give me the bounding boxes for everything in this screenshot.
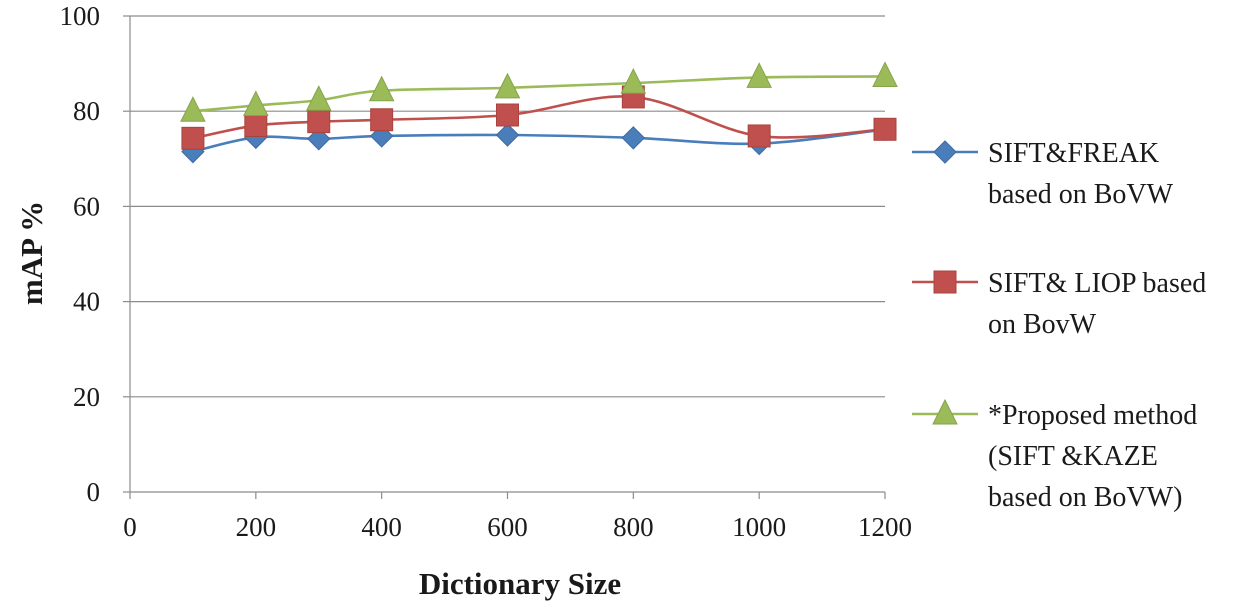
- data-point-triangle: [180, 96, 206, 122]
- data-point-square: [244, 113, 268, 137]
- data-point-square: [873, 117, 897, 141]
- y-tick-label: 80: [73, 96, 100, 126]
- y-tick-label: 40: [73, 287, 100, 317]
- x-tick-label: 0: [123, 512, 137, 542]
- series-layer: [180, 61, 898, 164]
- x-tick-label: 400: [361, 512, 402, 542]
- legend-marker-square: [933, 270, 957, 294]
- y-tick-label: 0: [87, 477, 101, 507]
- y-tick-label: 100: [60, 1, 101, 31]
- data-point-triangle: [305, 85, 332, 111]
- x-tick-label: 200: [236, 512, 277, 542]
- data-point-diamond: [495, 123, 520, 147]
- y-axis-title: mAP %: [14, 201, 49, 305]
- data-point-square: [181, 126, 205, 150]
- legend-label: based on BoVW: [988, 179, 1174, 210]
- data-point-triangle: [368, 75, 395, 102]
- data-point-square: [496, 103, 519, 127]
- x-tick-label: 800: [613, 512, 654, 542]
- x-tick-label: 1200: [858, 512, 912, 542]
- data-point-square: [370, 108, 394, 132]
- legend-label: on BovW: [988, 309, 1097, 340]
- data-point-diamond: [369, 124, 394, 148]
- series-line-diamond: [192, 127, 886, 153]
- legend: SIFT&FREAK based on BoVW SIFT& LIOP based o…: [912, 138, 1206, 513]
- x-tick-label: 1000: [732, 512, 786, 542]
- series-line-triangle: [192, 75, 886, 113]
- data-point-triangle: [872, 61, 898, 87]
- y-tick-label: 20: [73, 382, 100, 412]
- data-point-triangle: [243, 90, 269, 116]
- legend-label: (SIFT &KAZE: [988, 441, 1158, 472]
- x-axis-title: Dictionary Size: [419, 566, 621, 601]
- data-point-square: [307, 110, 331, 134]
- legend-marker-triangle: [932, 398, 958, 425]
- data-point-triangle: [746, 62, 772, 88]
- legend-label: SIFT&FREAK: [988, 138, 1159, 169]
- legend-label: *Proposed method: [988, 400, 1197, 431]
- data-point-diamond: [621, 126, 646, 150]
- data-point-diamond: [307, 127, 331, 151]
- y-tick-label: 60: [73, 191, 100, 221]
- x-tick-label: 600: [487, 512, 528, 542]
- legend-marker-diamond: [933, 140, 957, 164]
- data-point-triangle: [620, 67, 647, 94]
- data-point-triangle: [494, 72, 521, 99]
- legend-label: based on BoVW): [988, 482, 1182, 513]
- legend-label: SIFT& LIOP based: [988, 268, 1206, 299]
- data-point-square: [747, 124, 771, 148]
